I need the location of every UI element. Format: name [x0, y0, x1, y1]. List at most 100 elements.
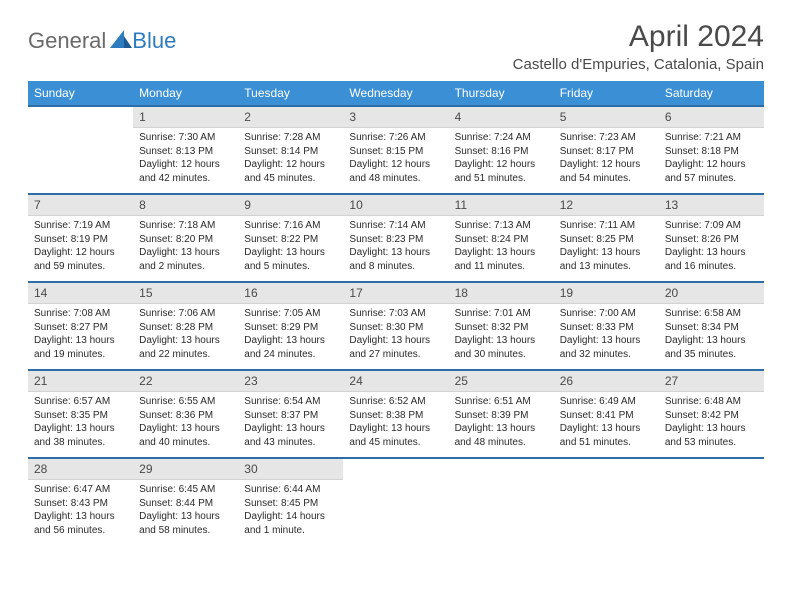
daylight-text: Daylight: 13 hours and 32 minutes.	[560, 334, 653, 361]
sunrise-text: Sunrise: 7:01 AM	[455, 307, 548, 321]
sunrise-text: Sunrise: 7:14 AM	[349, 219, 442, 233]
day-number: 5	[554, 105, 659, 128]
day-body: Sunrise: 7:16 AMSunset: 8:22 PMDaylight:…	[238, 216, 343, 277]
weekday-header: Thursday	[449, 81, 554, 105]
calendar-table: SundayMondayTuesdayWednesdayThursdayFrid…	[28, 81, 764, 545]
sunset-text: Sunset: 8:19 PM	[34, 233, 127, 247]
day-number: 25	[449, 369, 554, 392]
sunrise-text: Sunrise: 7:09 AM	[665, 219, 758, 233]
sunset-text: Sunset: 8:33 PM	[560, 321, 653, 335]
daylight-text: Daylight: 13 hours and 40 minutes.	[139, 422, 232, 449]
calendar-day-cell: 13Sunrise: 7:09 AMSunset: 8:26 PMDayligh…	[659, 193, 764, 281]
sunrise-text: Sunrise: 6:47 AM	[34, 483, 127, 497]
sunset-text: Sunset: 8:30 PM	[349, 321, 442, 335]
daylight-text: Daylight: 13 hours and 58 minutes.	[139, 510, 232, 537]
daylight-text: Daylight: 12 hours and 57 minutes.	[665, 158, 758, 185]
day-body: Sunrise: 6:58 AMSunset: 8:34 PMDaylight:…	[659, 304, 764, 365]
day-body: Sunrise: 7:19 AMSunset: 8:19 PMDaylight:…	[28, 216, 133, 277]
daylight-text: Daylight: 12 hours and 48 minutes.	[349, 158, 442, 185]
day-body: Sunrise: 7:30 AMSunset: 8:13 PMDaylight:…	[133, 128, 238, 189]
calendar-day-cell: 18Sunrise: 7:01 AMSunset: 8:32 PMDayligh…	[449, 281, 554, 369]
day-number	[659, 457, 764, 465]
sunset-text: Sunset: 8:13 PM	[139, 145, 232, 159]
sunrise-text: Sunrise: 7:21 AM	[665, 131, 758, 145]
sunrise-text: Sunrise: 6:49 AM	[560, 395, 653, 409]
daylight-text: Daylight: 13 hours and 2 minutes.	[139, 246, 232, 273]
day-body: Sunrise: 6:44 AMSunset: 8:45 PMDaylight:…	[238, 480, 343, 541]
day-number: 19	[554, 281, 659, 304]
sunrise-text: Sunrise: 6:52 AM	[349, 395, 442, 409]
sunset-text: Sunset: 8:16 PM	[455, 145, 548, 159]
calendar-day-cell: 29Sunrise: 6:45 AMSunset: 8:44 PMDayligh…	[133, 457, 238, 545]
day-number: 11	[449, 193, 554, 216]
calendar-day-cell: 12Sunrise: 7:11 AMSunset: 8:25 PMDayligh…	[554, 193, 659, 281]
day-body: Sunrise: 6:54 AMSunset: 8:37 PMDaylight:…	[238, 392, 343, 453]
location: Castello d'Empuries, Catalonia, Spain	[513, 56, 764, 73]
daylight-text: Daylight: 13 hours and 8 minutes.	[349, 246, 442, 273]
daylight-text: Daylight: 13 hours and 48 minutes.	[455, 422, 548, 449]
day-number	[343, 457, 448, 465]
day-body: Sunrise: 7:11 AMSunset: 8:25 PMDaylight:…	[554, 216, 659, 277]
sunset-text: Sunset: 8:23 PM	[349, 233, 442, 247]
sunrise-text: Sunrise: 6:55 AM	[139, 395, 232, 409]
calendar-week-row: 28Sunrise: 6:47 AMSunset: 8:43 PMDayligh…	[28, 457, 764, 545]
calendar-day-cell: 7Sunrise: 7:19 AMSunset: 8:19 PMDaylight…	[28, 193, 133, 281]
sunrise-text: Sunrise: 7:28 AM	[244, 131, 337, 145]
day-body: Sunrise: 6:49 AMSunset: 8:41 PMDaylight:…	[554, 392, 659, 453]
calendar-day-cell: 14Sunrise: 7:08 AMSunset: 8:27 PMDayligh…	[28, 281, 133, 369]
sunrise-text: Sunrise: 7:03 AM	[349, 307, 442, 321]
day-number: 21	[28, 369, 133, 392]
day-number: 17	[343, 281, 448, 304]
calendar-day-cell: 16Sunrise: 7:05 AMSunset: 8:29 PMDayligh…	[238, 281, 343, 369]
daylight-text: Daylight: 12 hours and 51 minutes.	[455, 158, 548, 185]
calendar-day-cell: 24Sunrise: 6:52 AMSunset: 8:38 PMDayligh…	[343, 369, 448, 457]
day-number: 2	[238, 105, 343, 128]
calendar-day-cell	[28, 105, 133, 193]
sunset-text: Sunset: 8:39 PM	[455, 409, 548, 423]
sunset-text: Sunset: 8:35 PM	[34, 409, 127, 423]
calendar-week-row: 7Sunrise: 7:19 AMSunset: 8:19 PMDaylight…	[28, 193, 764, 281]
sunrise-text: Sunrise: 6:48 AM	[665, 395, 758, 409]
calendar-day-cell: 19Sunrise: 7:00 AMSunset: 8:33 PMDayligh…	[554, 281, 659, 369]
daylight-text: Daylight: 13 hours and 45 minutes.	[349, 422, 442, 449]
calendar-day-cell: 3Sunrise: 7:26 AMSunset: 8:15 PMDaylight…	[343, 105, 448, 193]
sunset-text: Sunset: 8:29 PM	[244, 321, 337, 335]
calendar-day-cell: 9Sunrise: 7:16 AMSunset: 8:22 PMDaylight…	[238, 193, 343, 281]
daylight-text: Daylight: 13 hours and 16 minutes.	[665, 246, 758, 273]
sunrise-text: Sunrise: 7:13 AM	[455, 219, 548, 233]
day-body: Sunrise: 7:18 AMSunset: 8:20 PMDaylight:…	[133, 216, 238, 277]
weekday-header: Tuesday	[238, 81, 343, 105]
calendar-day-cell: 26Sunrise: 6:49 AMSunset: 8:41 PMDayligh…	[554, 369, 659, 457]
day-number: 22	[133, 369, 238, 392]
sunrise-text: Sunrise: 7:24 AM	[455, 131, 548, 145]
sunrise-text: Sunrise: 6:45 AM	[139, 483, 232, 497]
daylight-text: Daylight: 13 hours and 53 minutes.	[665, 422, 758, 449]
calendar-day-cell: 28Sunrise: 6:47 AMSunset: 8:43 PMDayligh…	[28, 457, 133, 545]
daylight-text: Daylight: 13 hours and 43 minutes.	[244, 422, 337, 449]
day-number: 18	[449, 281, 554, 304]
day-body: Sunrise: 7:05 AMSunset: 8:29 PMDaylight:…	[238, 304, 343, 365]
day-number: 4	[449, 105, 554, 128]
calendar-day-cell: 2Sunrise: 7:28 AMSunset: 8:14 PMDaylight…	[238, 105, 343, 193]
calendar-day-cell: 11Sunrise: 7:13 AMSunset: 8:24 PMDayligh…	[449, 193, 554, 281]
sunset-text: Sunset: 8:38 PM	[349, 409, 442, 423]
sunrise-text: Sunrise: 6:44 AM	[244, 483, 337, 497]
calendar-day-cell	[659, 457, 764, 545]
day-number: 16	[238, 281, 343, 304]
sunrise-text: Sunrise: 7:30 AM	[139, 131, 232, 145]
daylight-text: Daylight: 13 hours and 35 minutes.	[665, 334, 758, 361]
daylight-text: Daylight: 12 hours and 42 minutes.	[139, 158, 232, 185]
day-body: Sunrise: 7:13 AMSunset: 8:24 PMDaylight:…	[449, 216, 554, 277]
sunrise-text: Sunrise: 7:26 AM	[349, 131, 442, 145]
calendar-day-cell	[449, 457, 554, 545]
daylight-text: Daylight: 13 hours and 56 minutes.	[34, 510, 127, 537]
daylight-text: Daylight: 13 hours and 38 minutes.	[34, 422, 127, 449]
day-number: 26	[554, 369, 659, 392]
daylight-text: Daylight: 12 hours and 59 minutes.	[34, 246, 127, 273]
sunrise-text: Sunrise: 6:54 AM	[244, 395, 337, 409]
day-body: Sunrise: 7:08 AMSunset: 8:27 PMDaylight:…	[28, 304, 133, 365]
calendar-day-cell: 15Sunrise: 7:06 AMSunset: 8:28 PMDayligh…	[133, 281, 238, 369]
daylight-text: Daylight: 12 hours and 45 minutes.	[244, 158, 337, 185]
sunset-text: Sunset: 8:15 PM	[349, 145, 442, 159]
day-number: 20	[659, 281, 764, 304]
